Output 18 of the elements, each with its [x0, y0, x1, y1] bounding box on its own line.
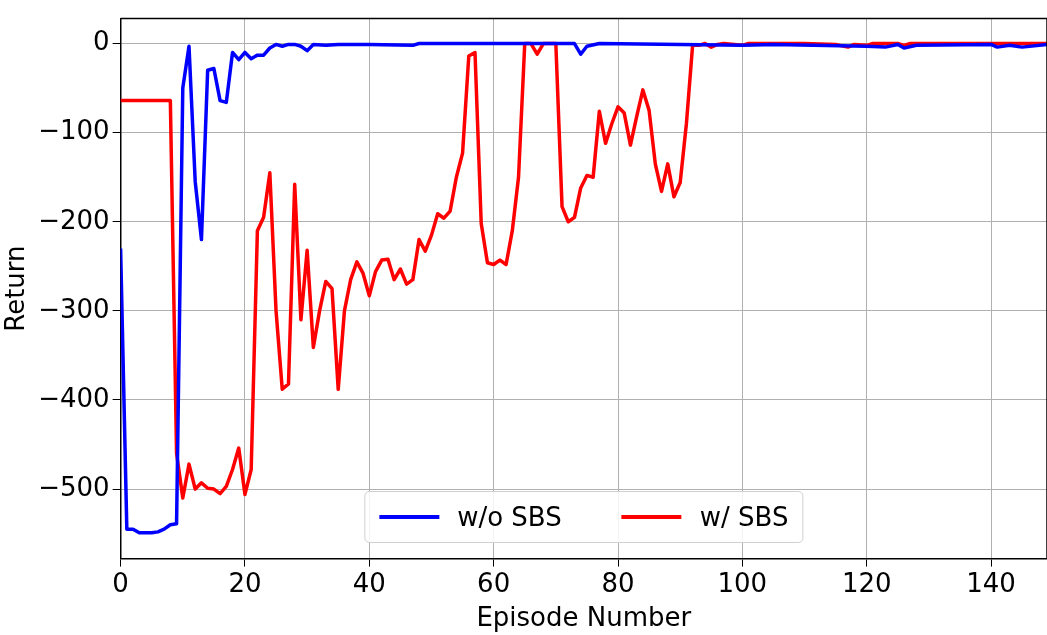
x-tick-label: 120 — [841, 567, 892, 598]
x-tick-label: 140 — [966, 567, 1016, 598]
x-axis-title: Episode Number — [476, 602, 692, 633]
y-tick-label: 0 — [93, 26, 110, 57]
y-tick-label: −300 — [38, 293, 110, 324]
x-tick-label: 100 — [717, 567, 768, 598]
legend-label: w/ SBS — [699, 501, 789, 532]
x-tick-label: 80 — [601, 567, 635, 598]
x-tick-label: 60 — [477, 567, 511, 598]
legend-label: w/o SBS — [457, 501, 562, 532]
y-tick-label: −200 — [38, 204, 110, 235]
y-axis-title: Return — [0, 245, 31, 332]
x-tick-label: 40 — [352, 567, 386, 598]
y-tick-label: −500 — [38, 471, 110, 502]
x-tick-label: 0 — [112, 567, 129, 598]
x-tick-label: 20 — [228, 567, 262, 598]
y-tick-label: −100 — [38, 115, 110, 146]
y-tick-label: −400 — [38, 382, 110, 413]
